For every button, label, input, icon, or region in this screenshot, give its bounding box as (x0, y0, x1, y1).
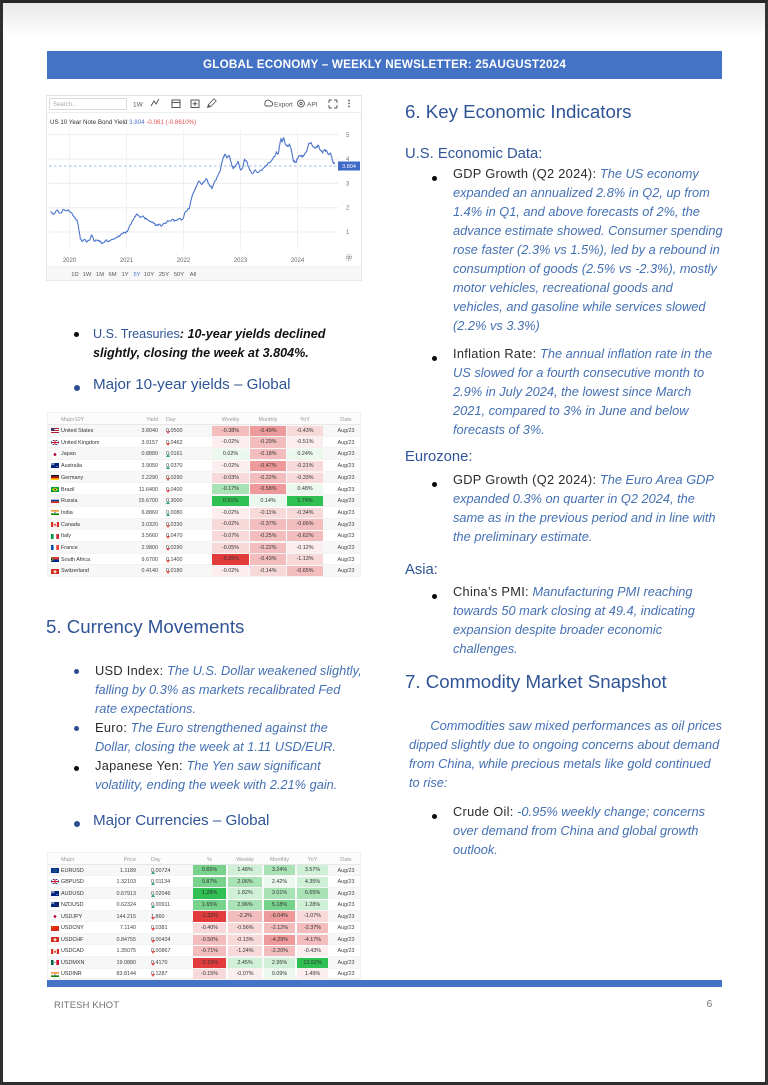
svg-text:2022: 2022 (177, 258, 191, 264)
svg-text:API: API (307, 102, 318, 109)
svg-text:1D: 1D (71, 272, 78, 278)
svg-text:3.804: 3.804 (342, 164, 356, 170)
svg-text:2024: 2024 (291, 258, 305, 264)
svg-text:5Y: 5Y (133, 272, 140, 278)
svg-text:1W: 1W (133, 102, 144, 109)
svg-text:1W: 1W (83, 272, 92, 278)
svg-text:1M: 1M (96, 272, 104, 278)
svg-text:6M: 6M (108, 272, 116, 278)
svg-text:1Y: 1Y (121, 272, 128, 278)
svg-text:Search...: Search... (53, 102, 77, 108)
svg-text:4: 4 (346, 157, 350, 163)
svg-text:3: 3 (346, 181, 350, 187)
svg-text:US 10 Year Note Bond Yield 3.8: US 10 Year Note Bond Yield 3.804 -0.061 … (50, 119, 196, 126)
svg-text:2023: 2023 (234, 258, 248, 264)
svg-text:2021: 2021 (120, 258, 134, 264)
svg-text:1: 1 (346, 230, 350, 236)
svg-text:Export: Export (274, 102, 293, 109)
svg-text:25Y: 25Y (159, 272, 169, 278)
svg-text:2020: 2020 (63, 258, 77, 264)
svg-text:5: 5 (346, 133, 350, 139)
svg-text:2: 2 (346, 206, 350, 212)
svg-text:10Y: 10Y (144, 272, 154, 278)
svg-text:All: All (190, 272, 196, 278)
svg-text:50Y: 50Y (174, 272, 184, 278)
